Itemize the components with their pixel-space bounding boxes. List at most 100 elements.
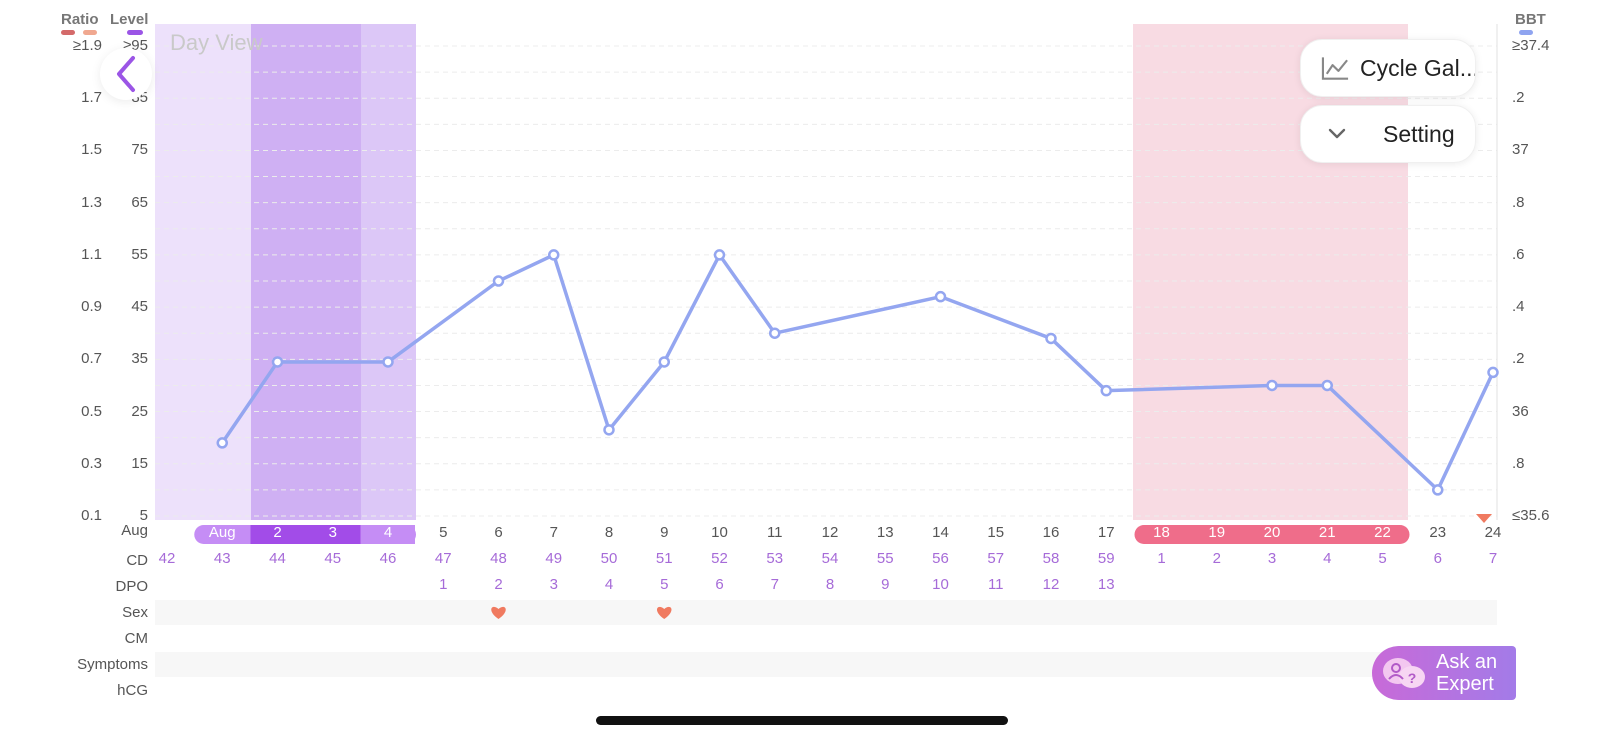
day-label: 5 <box>439 524 448 541</box>
cd-label: 47 <box>434 550 452 567</box>
back-button[interactable] <box>100 48 152 100</box>
ratio-tick: 0.1 <box>81 507 102 524</box>
cm-row-label: CM <box>124 630 148 647</box>
cd-label: 1 <box>1157 550 1166 567</box>
sex-row-label: Sex <box>122 604 148 621</box>
ratio-tick: ≥1.9 <box>72 37 102 54</box>
bbt-point[interactable] <box>1321 379 1333 392</box>
dpo-label: 11 <box>987 576 1004 593</box>
ratio-tick: 0.3 <box>81 454 102 472</box>
level-tick: 35 <box>131 350 148 368</box>
ratio-tick: 1.1 <box>81 245 102 263</box>
level-tick: 65 <box>131 193 148 211</box>
dpo-label: 8 <box>825 576 835 593</box>
bbt-point[interactable] <box>1487 366 1499 379</box>
cd-label: 49 <box>545 550 563 567</box>
ask-expert-line1: Ask an <box>1436 651 1498 673</box>
cd-label: 6 <box>1433 550 1442 567</box>
dpo-label: 7 <box>770 576 779 593</box>
bbt-point[interactable] <box>934 290 947 303</box>
ask-expert-button[interactable]: ? Ask an Expert <box>1372 646 1516 700</box>
fertile-band-mid <box>361 24 416 520</box>
heart-icon <box>657 606 672 619</box>
cd-label: 55 <box>876 550 894 567</box>
day-label: 14 <box>932 524 949 541</box>
ratio-header: Ratio <box>61 11 99 28</box>
bbt-tick: .8 <box>1512 193 1525 211</box>
cd-label: 50 <box>600 550 618 567</box>
ratio-swatch <box>61 30 75 35</box>
dpo-label: 10 <box>932 576 949 593</box>
day-label: 12 <box>821 524 839 541</box>
dpo-label: 6 <box>715 576 724 593</box>
home-indicator <box>596 716 1008 725</box>
bbt-point[interactable] <box>382 356 394 368</box>
ratio-swatch-secondary <box>83 30 97 35</box>
period-pill <box>1134 525 1410 544</box>
level-tick: 5 <box>139 507 148 524</box>
bbt-point[interactable] <box>658 356 670 368</box>
day-label: 2 <box>273 524 282 541</box>
ratio-tick: 0.5 <box>81 402 102 420</box>
chevron-left-icon <box>117 56 135 92</box>
low-temp-marker-icon <box>1476 514 1492 523</box>
bbt-point[interactable] <box>1045 332 1057 345</box>
bbt-point[interactable] <box>216 437 228 449</box>
day-label: 11 <box>766 524 783 541</box>
dpo-label: 13 <box>1097 576 1115 593</box>
ask-expert-line2: Expert <box>1436 673 1494 695</box>
day-label: 19 <box>1208 524 1226 541</box>
bbt-point[interactable] <box>1100 384 1112 397</box>
day-label: 18 <box>1153 524 1170 541</box>
day-label: 9 <box>660 524 669 541</box>
level-tick: 55 <box>131 245 148 263</box>
svg-text:?: ? <box>1408 670 1417 686</box>
cd-label: 7 <box>1488 550 1498 567</box>
chevron-down-icon <box>1328 128 1346 139</box>
bbt-point[interactable] <box>1266 379 1278 392</box>
level-swatch <box>127 30 143 35</box>
bbt-point[interactable] <box>603 424 615 436</box>
symptoms-row-label: Symptoms <box>77 656 148 673</box>
expert-chat-icon: ? <box>1383 658 1425 688</box>
bbt-line <box>220 253 1495 492</box>
bbt-tick: ≤35.6 <box>1512 507 1550 524</box>
dpo-label: 12 <box>1042 576 1060 593</box>
ratio-tick: 0.9 <box>81 298 102 316</box>
cycle-gallery-button[interactable]: Cycle Gal... <box>1300 39 1476 97</box>
cd-label: 44 <box>269 550 286 567</box>
bbt-point[interactable] <box>492 275 505 287</box>
hcg-row-label: hCG <box>117 682 148 699</box>
cd-label: 56 <box>932 550 949 567</box>
day-label: 24 <box>1484 524 1502 541</box>
day-label: 6 <box>494 524 503 541</box>
cd-label: 48 <box>490 550 507 567</box>
day-label: 22 <box>1374 524 1391 541</box>
day-label: 16 <box>1042 524 1060 541</box>
bbt-point[interactable] <box>713 249 726 261</box>
bbt-point[interactable] <box>769 327 781 339</box>
cd-label: 53 <box>766 550 784 567</box>
day-label: 23 <box>1429 524 1447 541</box>
bbt-point[interactable] <box>1432 484 1444 496</box>
level-tick: 15 <box>131 454 148 472</box>
cycle-gallery-label: Cycle Gal... <box>1360 54 1475 81</box>
line-chart-icon <box>1321 57 1349 80</box>
fertile-pill-peak <box>250 525 361 544</box>
day-label: 21 <box>1318 524 1336 541</box>
ratio-tick: 0.7 <box>81 350 102 368</box>
symptoms-row-stripe <box>155 652 1497 677</box>
cd-row-label: CD <box>126 552 148 569</box>
day-label: 4 <box>383 524 393 541</box>
level-tick: 25 <box>131 402 148 420</box>
bbt-point[interactable] <box>271 356 284 368</box>
cd-label: 43 <box>213 550 231 567</box>
cd-label: 54 <box>821 550 839 567</box>
setting-button[interactable]: Setting <box>1300 105 1476 163</box>
bbt-point[interactable] <box>548 249 560 261</box>
cd-label: 4 <box>1323 550 1332 567</box>
cd-label: 5 <box>1378 550 1387 567</box>
day-label: 3 <box>328 524 337 541</box>
cd-label: 46 <box>379 550 397 567</box>
ratio-tick: 1.5 <box>81 141 102 159</box>
